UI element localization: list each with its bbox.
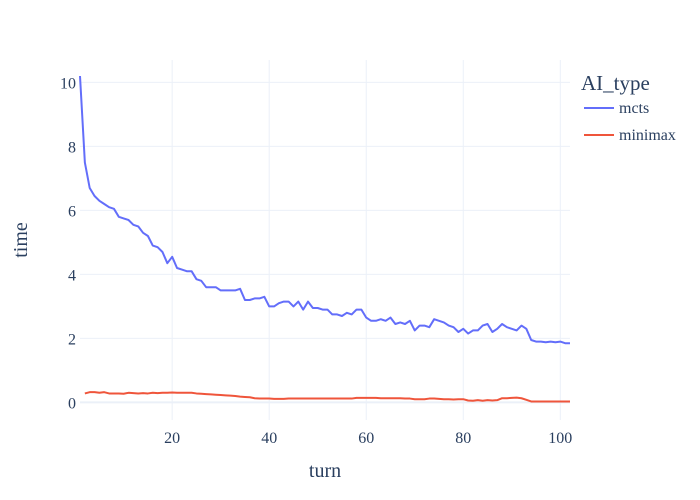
legend-label: mcts [619, 100, 649, 117]
y-tick-label: 0 [68, 395, 76, 412]
y-tick-label: 8 [68, 139, 76, 156]
legend-item-minimax[interactable]: minimax [584, 127, 676, 144]
legend-title: AI_type [581, 71, 650, 95]
x-tick-label: 80 [455, 430, 471, 447]
x-tick-label: 20 [164, 430, 180, 447]
series-line-minimax [84, 391, 570, 403]
series-line-mcts [79, 75, 570, 345]
x-axis-title: turn [309, 460, 341, 482]
y-axis-title: time [10, 222, 32, 258]
y-tick-label: 2 [68, 331, 76, 348]
legend-items[interactable]: mcts minimax [584, 100, 676, 144]
legend-label: minimax [619, 127, 676, 144]
series-lines [79, 75, 570, 403]
legend[interactable]: AI_type mcts minimax [581, 71, 676, 144]
tick-labels: 20 40 60 80 100 0 2 4 6 8 10 [60, 75, 572, 447]
y-tick-label: 6 [68, 203, 76, 220]
x-tick-label: 40 [261, 430, 277, 447]
x-tick-label: 60 [358, 430, 374, 447]
y-tick-label: 4 [68, 267, 76, 284]
x-tick-label: 100 [548, 430, 572, 447]
legend-item-mcts[interactable]: mcts [584, 100, 649, 117]
grid [80, 60, 570, 420]
y-tick-label: 10 [60, 75, 76, 92]
